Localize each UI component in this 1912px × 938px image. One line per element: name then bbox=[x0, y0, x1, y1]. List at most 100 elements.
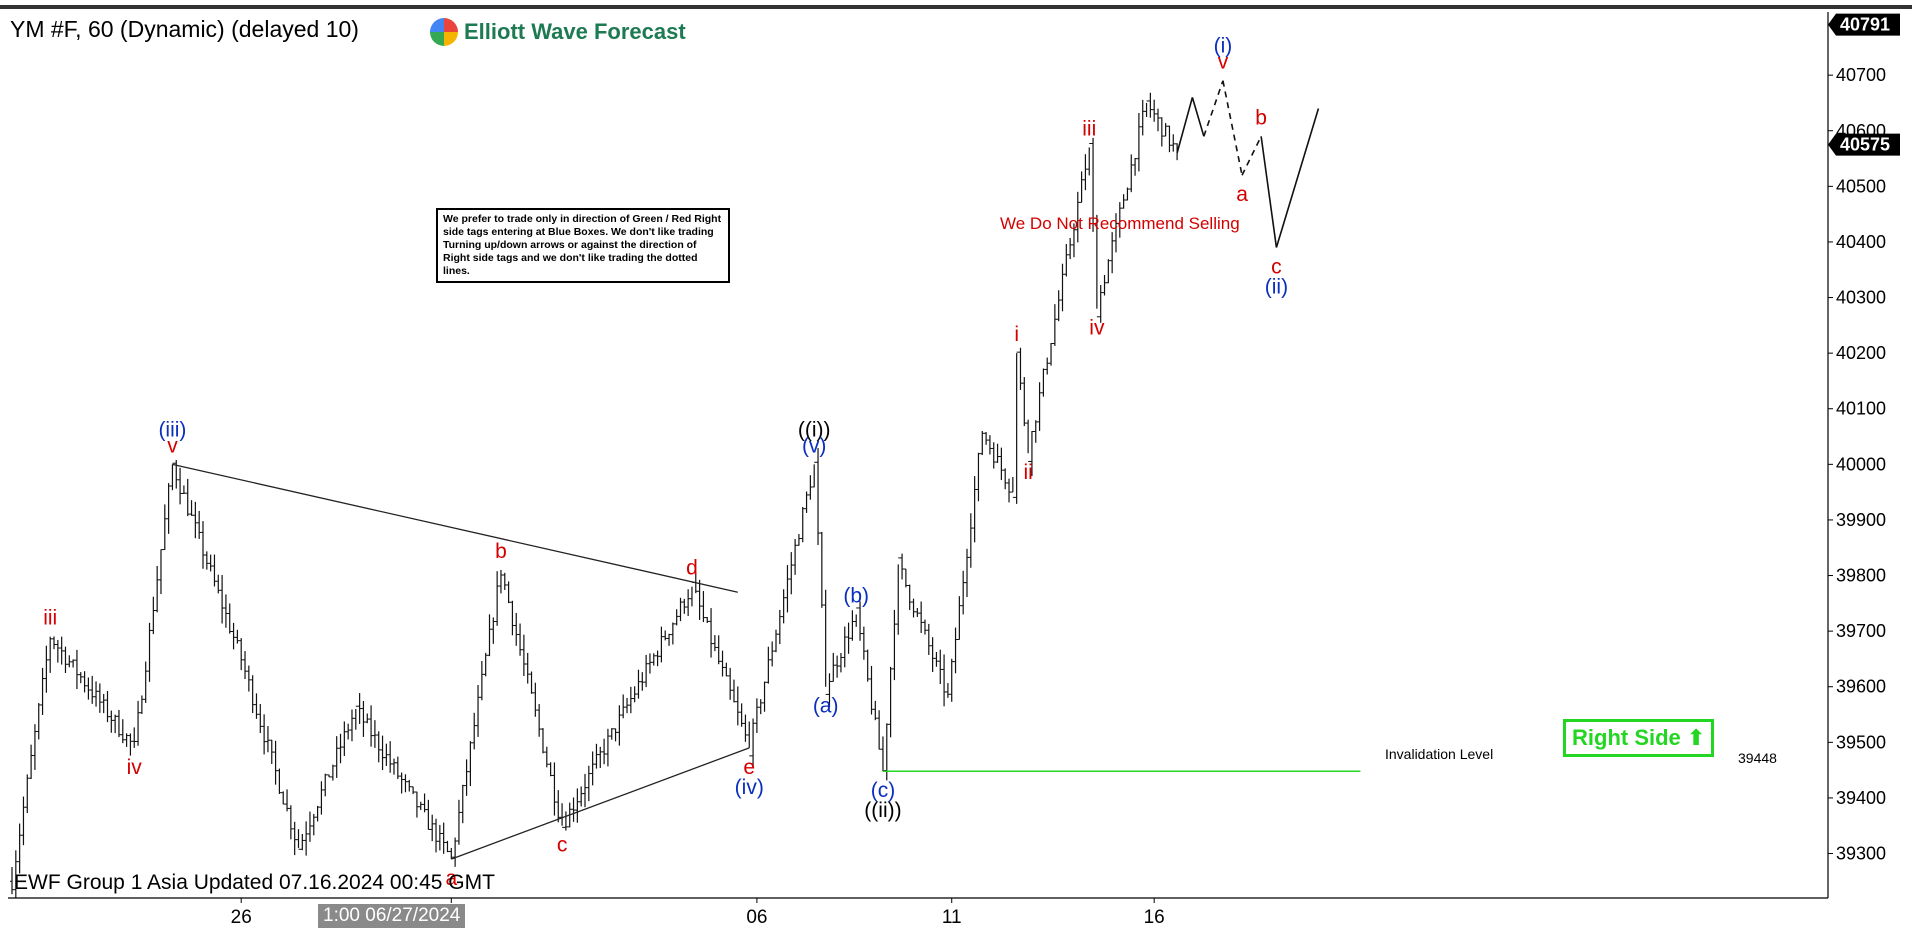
ohlc-bar bbox=[441, 822, 446, 854]
ohlc-bar bbox=[865, 649, 870, 682]
ohlc-bar bbox=[105, 690, 110, 723]
top-border bbox=[0, 5, 1912, 9]
ohlc-bar bbox=[869, 665, 874, 715]
wave-label: ((ii)) bbox=[864, 799, 901, 822]
ohlc-bar bbox=[166, 483, 171, 534]
ohlc-bar bbox=[52, 636, 57, 650]
ohlc-bar bbox=[1140, 99, 1145, 136]
trend-lines bbox=[172, 80, 1361, 860]
wave-label: (a) bbox=[813, 695, 839, 718]
ohlc-bar bbox=[575, 788, 580, 823]
trading-note: We prefer to trade only in direction of … bbox=[436, 208, 730, 283]
ohlc-bar bbox=[793, 538, 798, 575]
ohlc-bar bbox=[720, 650, 725, 677]
projection-segment bbox=[1222, 80, 1243, 176]
ohlc-bar bbox=[78, 672, 83, 684]
ohlc-bar bbox=[82, 671, 87, 693]
ohlc-bar bbox=[808, 475, 813, 500]
projection-segment bbox=[1241, 135, 1262, 176]
ohlc-bar bbox=[67, 655, 72, 668]
price-axis: 39300 39400 39500 39600 39700 39800 39900 40000… bbox=[8, 12, 1900, 928]
ohlc-bar bbox=[900, 553, 905, 580]
ohlc-bar bbox=[460, 784, 465, 824]
ohlc-bar bbox=[281, 791, 286, 805]
ohlc-bar bbox=[674, 609, 679, 626]
ohlc-bar bbox=[781, 589, 786, 624]
wave-label: b bbox=[1255, 106, 1267, 129]
brand-logo-block: Elliott Wave Forecast bbox=[430, 18, 686, 46]
last-price-tag-shape bbox=[1828, 133, 1900, 156]
ohlc-bar bbox=[705, 616, 710, 624]
ohlc-bar bbox=[1033, 420, 1038, 443]
ohlc-bar bbox=[10, 866, 14, 895]
ohlc-bar bbox=[212, 554, 217, 587]
ohlc-bar bbox=[201, 521, 205, 569]
time-tick-label: 26 bbox=[231, 907, 252, 928]
ohlc-bar bbox=[655, 650, 660, 667]
ohlc-bar bbox=[258, 704, 263, 734]
wave-label: a bbox=[1236, 183, 1248, 206]
brand-logo-icon bbox=[430, 18, 458, 46]
ohlc-bar bbox=[789, 552, 794, 595]
ohlc-bar bbox=[1003, 468, 1008, 490]
ohlc-bar bbox=[911, 598, 916, 618]
ohlc-bar bbox=[686, 589, 691, 617]
ohlc-bar bbox=[147, 622, 152, 682]
ohlc-bar bbox=[285, 789, 290, 812]
wave-labels: iiiiv(iii)vabcde(iv)((i))(v)(a)(b)(c)((i… bbox=[43, 35, 1288, 890]
ohlc-bar bbox=[1144, 100, 1149, 117]
ohlc-bar bbox=[617, 705, 622, 746]
ohlc-bar bbox=[506, 581, 511, 604]
ohlc-bar bbox=[227, 603, 232, 634]
ohlc-bar bbox=[762, 681, 767, 712]
ohlc-bar bbox=[835, 655, 840, 678]
ohlc-bar bbox=[1156, 108, 1160, 132]
ohlc-bar bbox=[44, 645, 49, 693]
high-price-tag-shape bbox=[1828, 13, 1900, 36]
ohlc-bar bbox=[124, 733, 129, 747]
ohlc-bar bbox=[13, 850, 18, 898]
wave-label: ((i)) bbox=[798, 418, 831, 441]
ohlc-bar bbox=[296, 829, 301, 850]
ohlc-bar bbox=[361, 700, 366, 737]
wave-label: b bbox=[495, 540, 507, 563]
ohlc-bar bbox=[831, 652, 836, 682]
ohlc-bar bbox=[426, 799, 431, 830]
ohlc-bar bbox=[40, 667, 45, 715]
ohlc-bar bbox=[292, 821, 297, 856]
ohlc-bar bbox=[915, 608, 920, 617]
ohlc-bar bbox=[498, 569, 503, 594]
ohlc-bar bbox=[29, 744, 34, 780]
wave-label: iv bbox=[1089, 317, 1105, 340]
ohlc-bar bbox=[254, 693, 259, 719]
ohlc-bar bbox=[185, 478, 190, 517]
ohlc-bar bbox=[861, 626, 866, 660]
wave-label: iii bbox=[1082, 117, 1096, 140]
price-tick-label: 40700 bbox=[1836, 65, 1886, 85]
triangle-upper-line bbox=[172, 463, 738, 593]
ohlc-bar bbox=[537, 704, 542, 737]
ohlc-bar bbox=[1064, 244, 1069, 277]
right-side-tag[interactable]: Right Side ⬆ bbox=[1563, 719, 1715, 757]
ohlc-bar bbox=[590, 751, 595, 786]
ohlc-bar bbox=[132, 727, 137, 748]
ohlc-bar bbox=[483, 652, 488, 677]
ohlc-bar bbox=[277, 768, 282, 794]
ohlc-bar bbox=[204, 551, 209, 570]
ohlc-bar bbox=[430, 814, 435, 842]
wave-label: (i) bbox=[1214, 35, 1233, 58]
ohlc-bar bbox=[739, 703, 744, 727]
ohlc-bar bbox=[155, 565, 160, 613]
last-price-tag: 40575 bbox=[1828, 133, 1900, 156]
wave-label: (c) bbox=[871, 779, 896, 802]
ohlc-bar bbox=[625, 697, 630, 714]
ohlc-bar bbox=[239, 638, 244, 671]
ohlc-bar bbox=[434, 818, 439, 853]
ohlc-bar bbox=[922, 619, 927, 635]
ohlc-bar bbox=[632, 686, 637, 703]
ohlc-bar bbox=[609, 728, 614, 740]
ohlc-bar bbox=[594, 743, 599, 769]
ohlc-bar bbox=[411, 786, 416, 795]
ohlc-bar bbox=[262, 714, 267, 755]
